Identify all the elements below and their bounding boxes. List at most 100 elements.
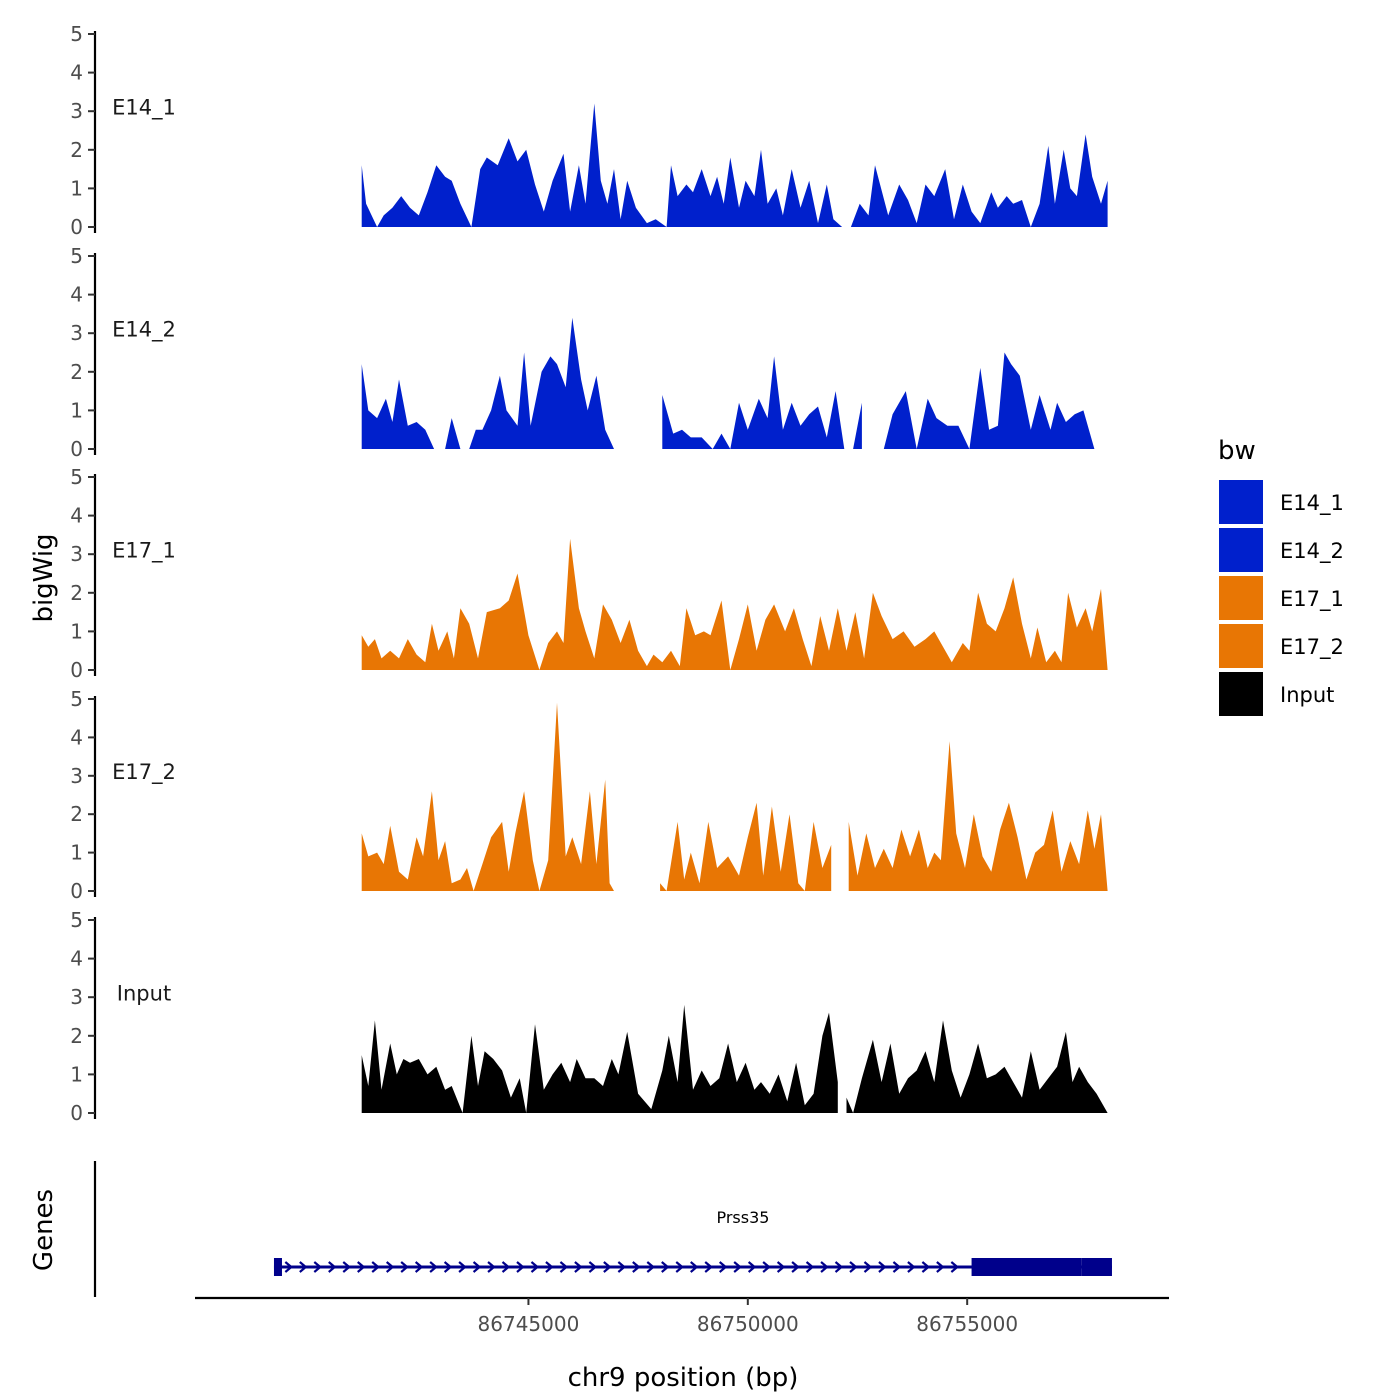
y-tick-label: 0 xyxy=(70,1101,83,1125)
y-tick-label: 5 xyxy=(70,244,83,268)
gene-exon xyxy=(273,1258,282,1276)
legend-label: E14_2 xyxy=(1280,539,1344,564)
strand-arrow xyxy=(646,1261,656,1273)
y-tick-label: 3 xyxy=(70,985,83,1009)
strand-arrow xyxy=(907,1261,916,1273)
legend-swatch xyxy=(1219,624,1263,668)
y-tick-label: 5 xyxy=(70,22,83,46)
y-tick-label: 4 xyxy=(70,947,83,971)
strand-arrow xyxy=(820,1261,829,1273)
legend-entry-e14_1: E14_1 xyxy=(1219,480,1344,524)
legend-label: E17_2 xyxy=(1280,635,1344,660)
strand-arrow xyxy=(400,1261,409,1273)
coverage-area xyxy=(361,103,1108,227)
strand-arrow xyxy=(690,1261,699,1273)
legend-swatch xyxy=(1219,480,1263,524)
track-label: E17_1 xyxy=(112,539,176,564)
y-tick-label: 5 xyxy=(70,687,83,711)
legend-label: E17_1 xyxy=(1280,587,1344,612)
legend-swatch xyxy=(1219,528,1263,572)
bigwig-tracks: 0 1 2 3 4 5 E14_1 0 1 2 3 4 5 E14_2 0 1 2 3 4 5 E17_1 0 1 2 3 4 5 E… xyxy=(70,22,1108,1125)
strand-arrow xyxy=(762,1261,771,1273)
legend: bw E14_1 E14_2 E17_1 E17_2 Input xyxy=(1218,436,1344,716)
y-tick-label: 2 xyxy=(70,360,83,384)
legend-entry-e17_1: E17_1 xyxy=(1219,576,1344,620)
track-label: Input xyxy=(117,982,171,1006)
y-tick-label: 1 xyxy=(70,619,83,643)
strand-arrow xyxy=(284,1261,294,1273)
y-tick-label: 0 xyxy=(70,215,83,239)
track-label: E14_2 xyxy=(112,318,176,343)
legend-label: E14_1 xyxy=(1280,491,1344,516)
gene-exon xyxy=(971,1258,1082,1276)
y-tick-label: 4 xyxy=(70,504,83,528)
strand-arrow xyxy=(834,1261,844,1273)
track-input: 0 1 2 3 4 5 Input xyxy=(70,908,1108,1125)
y-tick-label: 2 xyxy=(70,138,83,162)
strand-arrow xyxy=(371,1261,380,1273)
strand-arrow xyxy=(733,1261,742,1273)
strand-arrow xyxy=(892,1261,902,1273)
strand-arrow xyxy=(429,1261,438,1273)
track-e14_2: 0 1 2 3 4 5 E14_2 xyxy=(70,244,1106,461)
strand-arrow xyxy=(675,1261,684,1273)
strand-arrow xyxy=(878,1261,887,1273)
legend-entry-input: Input xyxy=(1219,672,1334,716)
y-tick-label: 3 xyxy=(70,542,83,566)
strand-arrow xyxy=(936,1261,945,1273)
x-tick-label: 86755000 xyxy=(916,1312,1018,1336)
x-tick-label: 86745000 xyxy=(478,1312,580,1336)
strand-arrow xyxy=(791,1261,800,1273)
y-tick-label: 1 xyxy=(70,1062,83,1086)
strand-arrow xyxy=(501,1261,511,1273)
strand-arrow xyxy=(632,1261,641,1273)
coverage-area xyxy=(361,1004,1108,1113)
y-tick-label: 2 xyxy=(70,581,83,605)
y-tick-label: 4 xyxy=(70,283,83,307)
y-tick-label: 2 xyxy=(70,802,83,826)
strand-arrow xyxy=(443,1261,453,1273)
track-e17_2: 0 1 2 3 4 5 E17_2 xyxy=(70,687,1108,903)
y-tick-label: 1 xyxy=(70,176,83,200)
strand-arrow xyxy=(950,1261,960,1273)
track-e17_1: 0 1 2 3 4 5 E17_1 xyxy=(70,465,1108,682)
strand-arrow xyxy=(530,1261,540,1273)
strand-arrow xyxy=(458,1261,467,1273)
strand-arrow xyxy=(342,1261,351,1273)
legend-swatch xyxy=(1219,576,1263,620)
y-tick-label: 1 xyxy=(70,398,83,422)
strand-arrow xyxy=(559,1261,569,1273)
strand-arrow xyxy=(487,1261,496,1273)
track-label: E17_2 xyxy=(112,760,176,785)
coverage-area xyxy=(361,317,1106,449)
strand-arrow xyxy=(661,1261,670,1273)
coverage-area xyxy=(361,702,1108,891)
y-tick-label: 5 xyxy=(70,908,83,932)
strand-arrow xyxy=(414,1261,424,1273)
x-axis: 86745000 86750000 86755000 xyxy=(195,1296,1169,1336)
strand-arrow xyxy=(516,1261,525,1273)
strand-arrow xyxy=(921,1261,931,1273)
legend-entries: E14_1 E14_2 E17_1 E17_2 Input xyxy=(1219,480,1344,716)
strand-arrow xyxy=(588,1261,598,1273)
y-tick-label: 3 xyxy=(70,764,83,788)
strand-arrow xyxy=(299,1261,308,1273)
y-tick-label: 3 xyxy=(70,321,83,345)
strand-arrow xyxy=(603,1261,612,1273)
strand-arrow xyxy=(805,1261,815,1273)
strand-arrow xyxy=(574,1261,583,1273)
strand-arrow xyxy=(617,1261,627,1273)
gene-exon xyxy=(1081,1258,1112,1276)
legend-swatch xyxy=(1219,672,1263,716)
strand-arrow xyxy=(385,1261,395,1273)
strand-arrow xyxy=(776,1261,786,1273)
x-tick-label: 86750000 xyxy=(697,1312,799,1336)
legend-title: bw xyxy=(1218,436,1256,466)
y-tick-label: 1 xyxy=(70,841,83,865)
strand-arrow xyxy=(747,1261,757,1273)
legend-entry-e14_2: E14_2 xyxy=(1219,528,1344,572)
gene-track: Prss35 xyxy=(93,1161,1112,1297)
strand-arrow xyxy=(328,1261,337,1273)
y-tick-label: 0 xyxy=(70,879,83,903)
